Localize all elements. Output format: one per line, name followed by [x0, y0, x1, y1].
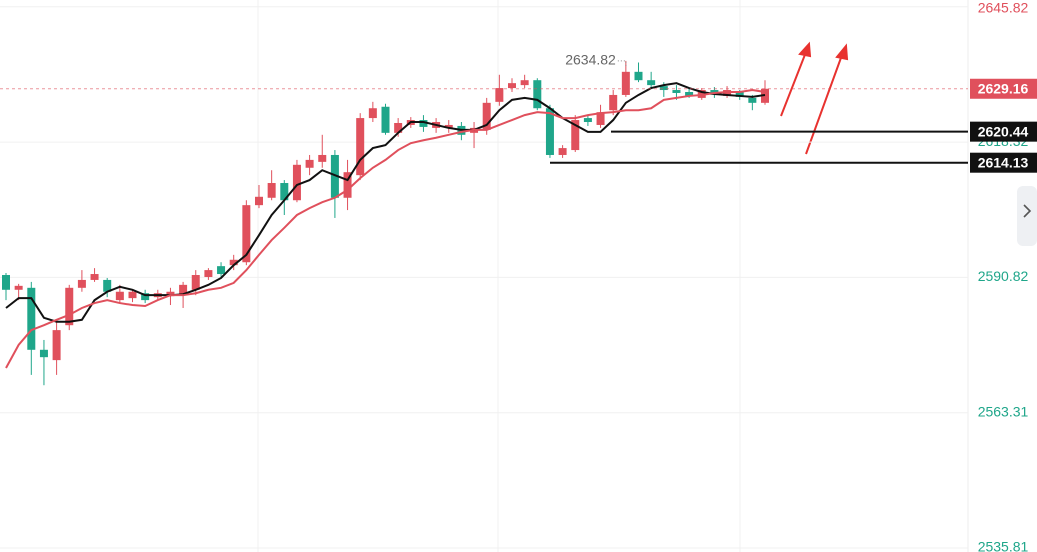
trend-arrows [780, 41, 849, 155]
y-tick-label: 2645.82 [978, 0, 1029, 16]
candle-body [482, 102, 491, 130]
candle-body [343, 172, 352, 198]
candle-body [292, 164, 301, 201]
candle-body [748, 97, 757, 103]
candle-body [596, 112, 605, 125]
candle-body [330, 154, 339, 198]
candle-body [242, 205, 251, 263]
candle-body [621, 71, 630, 95]
price-box [970, 121, 1037, 142]
candle-body [128, 291, 137, 299]
candles [2, 60, 769, 386]
candle-body [685, 92, 694, 96]
candle-body [444, 124, 453, 128]
candle-body [545, 108, 554, 155]
high-marker [617, 60, 627, 67]
candle-body [65, 287, 74, 326]
candle-body [255, 196, 263, 206]
price-box [970, 78, 1037, 99]
candle-body [672, 90, 681, 93]
ma-line [5, 89, 766, 369]
candle-body [634, 71, 643, 81]
candle-body [419, 120, 428, 127]
candle-body [179, 284, 188, 296]
candle-body [609, 94, 618, 111]
candle-body [305, 159, 314, 168]
candle-body [558, 148, 567, 155]
y-tick-label: 2590.82 [978, 268, 1029, 284]
candle-body [495, 88, 504, 102]
candle-body [77, 279, 86, 288]
price-box [970, 152, 1037, 173]
candle-body [90, 274, 99, 280]
price-label: 2620.44 [978, 123, 1029, 139]
candle-body [103, 279, 112, 292]
candle-body [381, 106, 390, 133]
candle-body [229, 259, 238, 266]
candle-body [583, 118, 592, 123]
candle-body [14, 285, 23, 290]
candle-body [280, 183, 289, 201]
candle-body [356, 118, 365, 176]
high-label: 2634.82 [565, 52, 616, 68]
y-tick-label: 2535.81 [978, 539, 1029, 552]
toggle-panel[interactable] [1017, 186, 1037, 246]
y-tick-label: 2563.31 [978, 403, 1029, 419]
candle-body [659, 86, 668, 91]
candle-body [115, 291, 124, 301]
candle-body [368, 108, 377, 119]
candle-body [520, 80, 529, 86]
candle-body [533, 80, 542, 109]
candle-body [204, 270, 213, 277]
candle-body [571, 120, 580, 151]
ma-line [5, 82, 766, 323]
candle-body [2, 275, 10, 290]
side-toggle[interactable] [1017, 186, 1037, 246]
candle-body [217, 266, 226, 275]
arrow-head [835, 43, 849, 61]
candle-body [39, 349, 48, 358]
candle-body [52, 330, 61, 361]
candle-body [735, 92, 744, 97]
arrow [780, 51, 807, 117]
candle-body [191, 275, 200, 290]
arrow-head [798, 41, 812, 58]
chevron[interactable] [1023, 204, 1032, 218]
candle-body [166, 291, 175, 297]
candle-body [394, 122, 403, 133]
candle-body [27, 287, 36, 350]
candle-body [267, 183, 276, 198]
candle-body [318, 154, 327, 162]
arrow [805, 54, 843, 155]
candle-body [141, 293, 150, 301]
price-label: 2614.13 [978, 154, 1029, 170]
candle-body [508, 83, 516, 89]
candle-body [647, 80, 656, 86]
price-label: 2629.16 [978, 80, 1029, 96]
